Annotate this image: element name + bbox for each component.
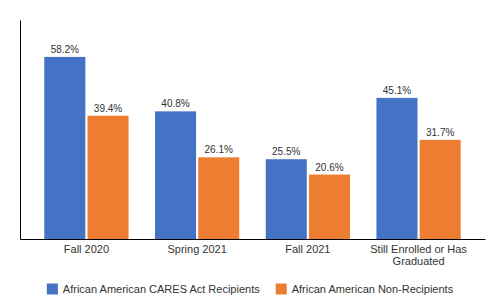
- x-axis: Fall 2020 Spring 2021 Fall 2021 Still Enrol…: [21, 239, 486, 267]
- bar: [44, 57, 85, 239]
- legend-item: African American CARES Act Recipients: [47, 283, 260, 295]
- data-label: 31.7%: [426, 127, 454, 138]
- legend-label: African American CARES Act Recipients: [63, 283, 260, 295]
- bars: [44, 57, 460, 239]
- x-tick: Still Enrolled or HasGraduated: [370, 239, 467, 267]
- legend-swatch: [276, 284, 287, 295]
- chart: Fall 2020 Spring 2021 Fall 2021 Still Enrol…: [0, 0, 500, 301]
- bar: [88, 116, 129, 239]
- x-tick: Fall 2021: [285, 239, 330, 255]
- x-tick: Fall 2020: [64, 239, 109, 255]
- y-axis-line: [20, 21, 21, 240]
- x-tick-label: Spring 2021: [167, 243, 226, 255]
- legend-label: African American Non-Recipients: [292, 283, 454, 295]
- bar: [198, 157, 239, 239]
- bar: [155, 111, 196, 239]
- x-tick-label: Fall 2021: [285, 243, 330, 255]
- data-label: 58.2%: [51, 44, 79, 55]
- legend-item: African American Non-Recipients: [276, 283, 454, 295]
- x-tick-label: Still Enrolled or HasGraduated: [370, 243, 467, 268]
- bar: [309, 175, 350, 239]
- bar: [266, 159, 307, 239]
- data-label: 40.8%: [161, 98, 189, 109]
- bar: [420, 140, 461, 239]
- data-label: 20.6%: [315, 162, 343, 173]
- data-labels: 58.2% 40.8% 25.5% 45.1% 39.4% 26.1% 20.6% 31.7%: [51, 44, 455, 173]
- legend-swatch: [47, 284, 58, 295]
- x-axis-line: [21, 239, 486, 240]
- legend: African American CARES Act Recipients Afr…: [47, 283, 454, 295]
- bar: [376, 98, 417, 239]
- x-tick: Spring 2021: [167, 239, 226, 255]
- data-label: 25.5%: [272, 146, 300, 157]
- x-tick-label: Fall 2020: [64, 243, 109, 255]
- plot: Fall 2020 Spring 2021 Fall 2021 Still Enrol…: [21, 21, 486, 268]
- data-label: 45.1%: [383, 85, 411, 96]
- y-axis: [20, 21, 21, 240]
- data-label: 26.1%: [205, 144, 233, 155]
- data-label: 39.4%: [94, 103, 122, 114]
